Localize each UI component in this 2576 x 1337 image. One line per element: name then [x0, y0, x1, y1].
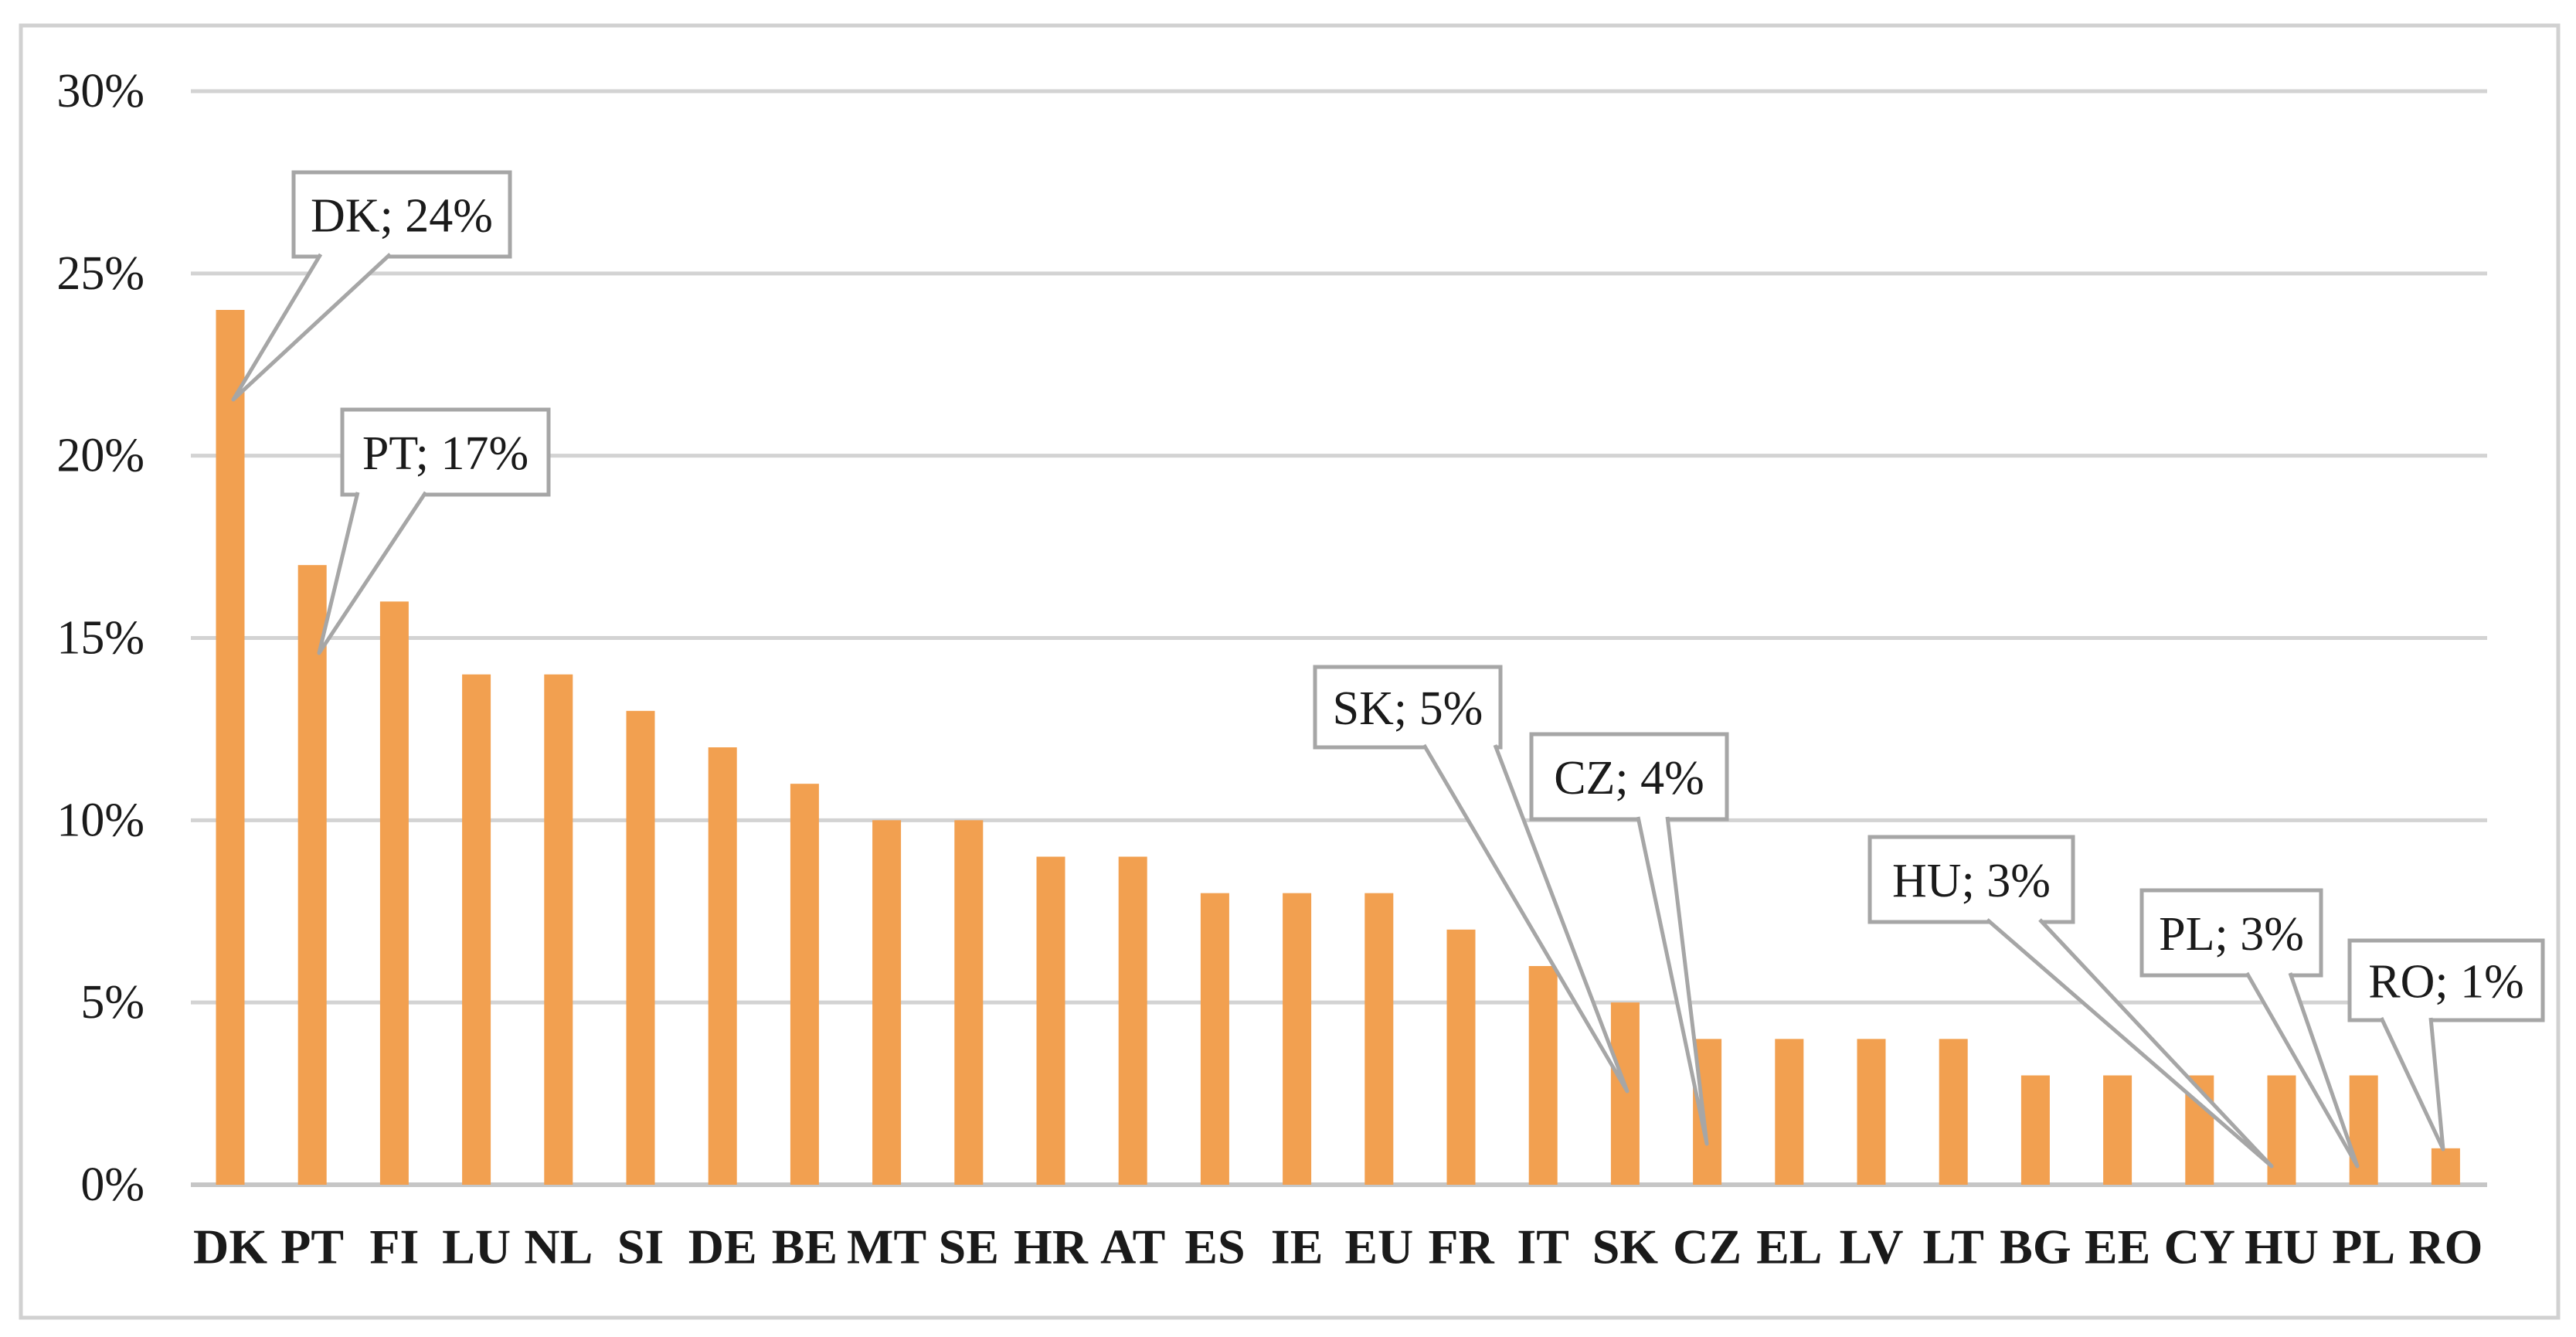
y-tick-label-5pct: 5% [80, 976, 144, 1029]
callout-label-HU: HU; 3% [1892, 855, 2051, 907]
bar-AT [1118, 856, 1147, 1185]
x-label-ES: ES [1184, 1220, 1245, 1274]
x-label-EU: EU [1344, 1220, 1413, 1274]
bar-IT [1528, 966, 1558, 1185]
callout-box-PT [340, 407, 551, 497]
bar-NL [544, 674, 573, 1185]
bar-EL [1775, 1039, 1804, 1185]
callout-leader-RO [2379, 1016, 2445, 1152]
x-label-RO: RO [2408, 1220, 2483, 1274]
y-tick-label-15pct: 15% [56, 612, 144, 665]
y-tick-label-25pct: 25% [56, 247, 144, 300]
bar-RO [2431, 1148, 2460, 1185]
bar-SI [626, 710, 655, 1185]
x-label-EL: EL [1756, 1220, 1822, 1274]
x-label-CZ: CZ [1673, 1220, 1742, 1274]
callout-label-SK: SK; 5% [1333, 682, 1483, 735]
x-label-DE: DE [688, 1220, 757, 1274]
x-label-SK: SK [1592, 1220, 1659, 1274]
callout-label-CZ: CZ; 4% [1554, 752, 1704, 805]
x-label-FI: FI [369, 1220, 419, 1274]
callout-SK: SK; 5% [1313, 665, 1630, 1094]
callout-box-SK [1313, 665, 1503, 750]
x-label-HU: HU [2245, 1220, 2319, 1274]
x-label-NL: NL [524, 1220, 593, 1274]
x-label-PT: PT [280, 1220, 344, 1274]
y-tick-label-20pct: 20% [56, 430, 144, 482]
callout-RO: RO; 1% [2347, 938, 2545, 1152]
bar-DE [708, 747, 737, 1185]
bar-LU [462, 674, 491, 1185]
x-label-BE: BE [772, 1220, 838, 1274]
callout-box-RO [2347, 938, 2545, 1022]
x-label-SE: SE [939, 1220, 999, 1274]
callout-leader-DK [231, 253, 392, 402]
callout-leader-PT [317, 491, 428, 655]
callout-label-RO: RO; 1% [2368, 956, 2524, 1009]
bar-HR [1036, 856, 1065, 1185]
callout-label-PL: PL; 3% [2159, 908, 2304, 961]
callout-leader-PL [2245, 971, 2360, 1169]
x-label-BG: BG [2000, 1220, 2071, 1274]
x-label-AT: AT [1100, 1220, 1165, 1274]
callout-box-PL [2139, 888, 2323, 978]
callout-PL: PL; 3% [2139, 888, 2360, 1169]
bar-DK [216, 310, 245, 1185]
bar-FR [1446, 929, 1476, 1185]
y-tick-label-0pct: 0% [80, 1158, 144, 1211]
bar-EU [1364, 893, 1394, 1185]
callout-leader-HU [1986, 918, 2274, 1169]
bar-BE [790, 784, 819, 1185]
y-tick-label-30pct: 30% [56, 65, 144, 117]
x-label-LV: LV [1839, 1220, 1903, 1274]
bar-FI [379, 601, 409, 1185]
bar-MT [872, 820, 902, 1185]
callout-leader-SK [1422, 743, 1630, 1094]
callout-CZ: CZ; 4% [1529, 732, 1729, 1146]
bar-IE [1283, 893, 1312, 1185]
bar-SK [1610, 1002, 1640, 1185]
x-label-LT: LT [1922, 1220, 1984, 1274]
callout-box-DK [291, 170, 512, 259]
bar-PT [297, 565, 327, 1185]
x-label-DK: DK [193, 1220, 267, 1274]
x-label-HR: HR [1014, 1220, 1089, 1274]
callout-label-DK: DK; 24% [311, 190, 493, 243]
y-tick-label-10pct: 10% [56, 794, 144, 846]
callout-HU: HU; 3% [1867, 835, 2274, 1169]
callout-box-HU [1867, 835, 2075, 924]
x-label-LU: LU [442, 1220, 511, 1274]
x-label-PL: PL [2332, 1220, 2395, 1274]
x-label-MT: MT [847, 1220, 926, 1274]
bar-SE [954, 820, 984, 1185]
x-label-IT: IT [1517, 1220, 1569, 1274]
bar-LT [1939, 1039, 1968, 1185]
callout-label-PT: PT; 17% [362, 427, 528, 480]
callout-PT: PT; 17% [317, 407, 551, 655]
x-label-SI: SI [617, 1220, 664, 1274]
x-label-FR: FR [1428, 1220, 1494, 1274]
bar-LV [1857, 1039, 1886, 1185]
x-label-CY: CY [2164, 1220, 2235, 1274]
x-label-EE: EE [2085, 1220, 2150, 1274]
callout-box-CZ [1529, 732, 1729, 822]
bar-EE [2103, 1075, 2133, 1185]
bar-PL [2349, 1075, 2378, 1185]
callout-DK: DK; 24% [231, 170, 512, 402]
bar-HU [2267, 1075, 2296, 1185]
x-label-IE: IE [1271, 1220, 1324, 1274]
callout-leader-CZ [1636, 816, 1709, 1146]
bar-BG [2020, 1075, 2050, 1185]
bar-ES [1200, 893, 1229, 1185]
